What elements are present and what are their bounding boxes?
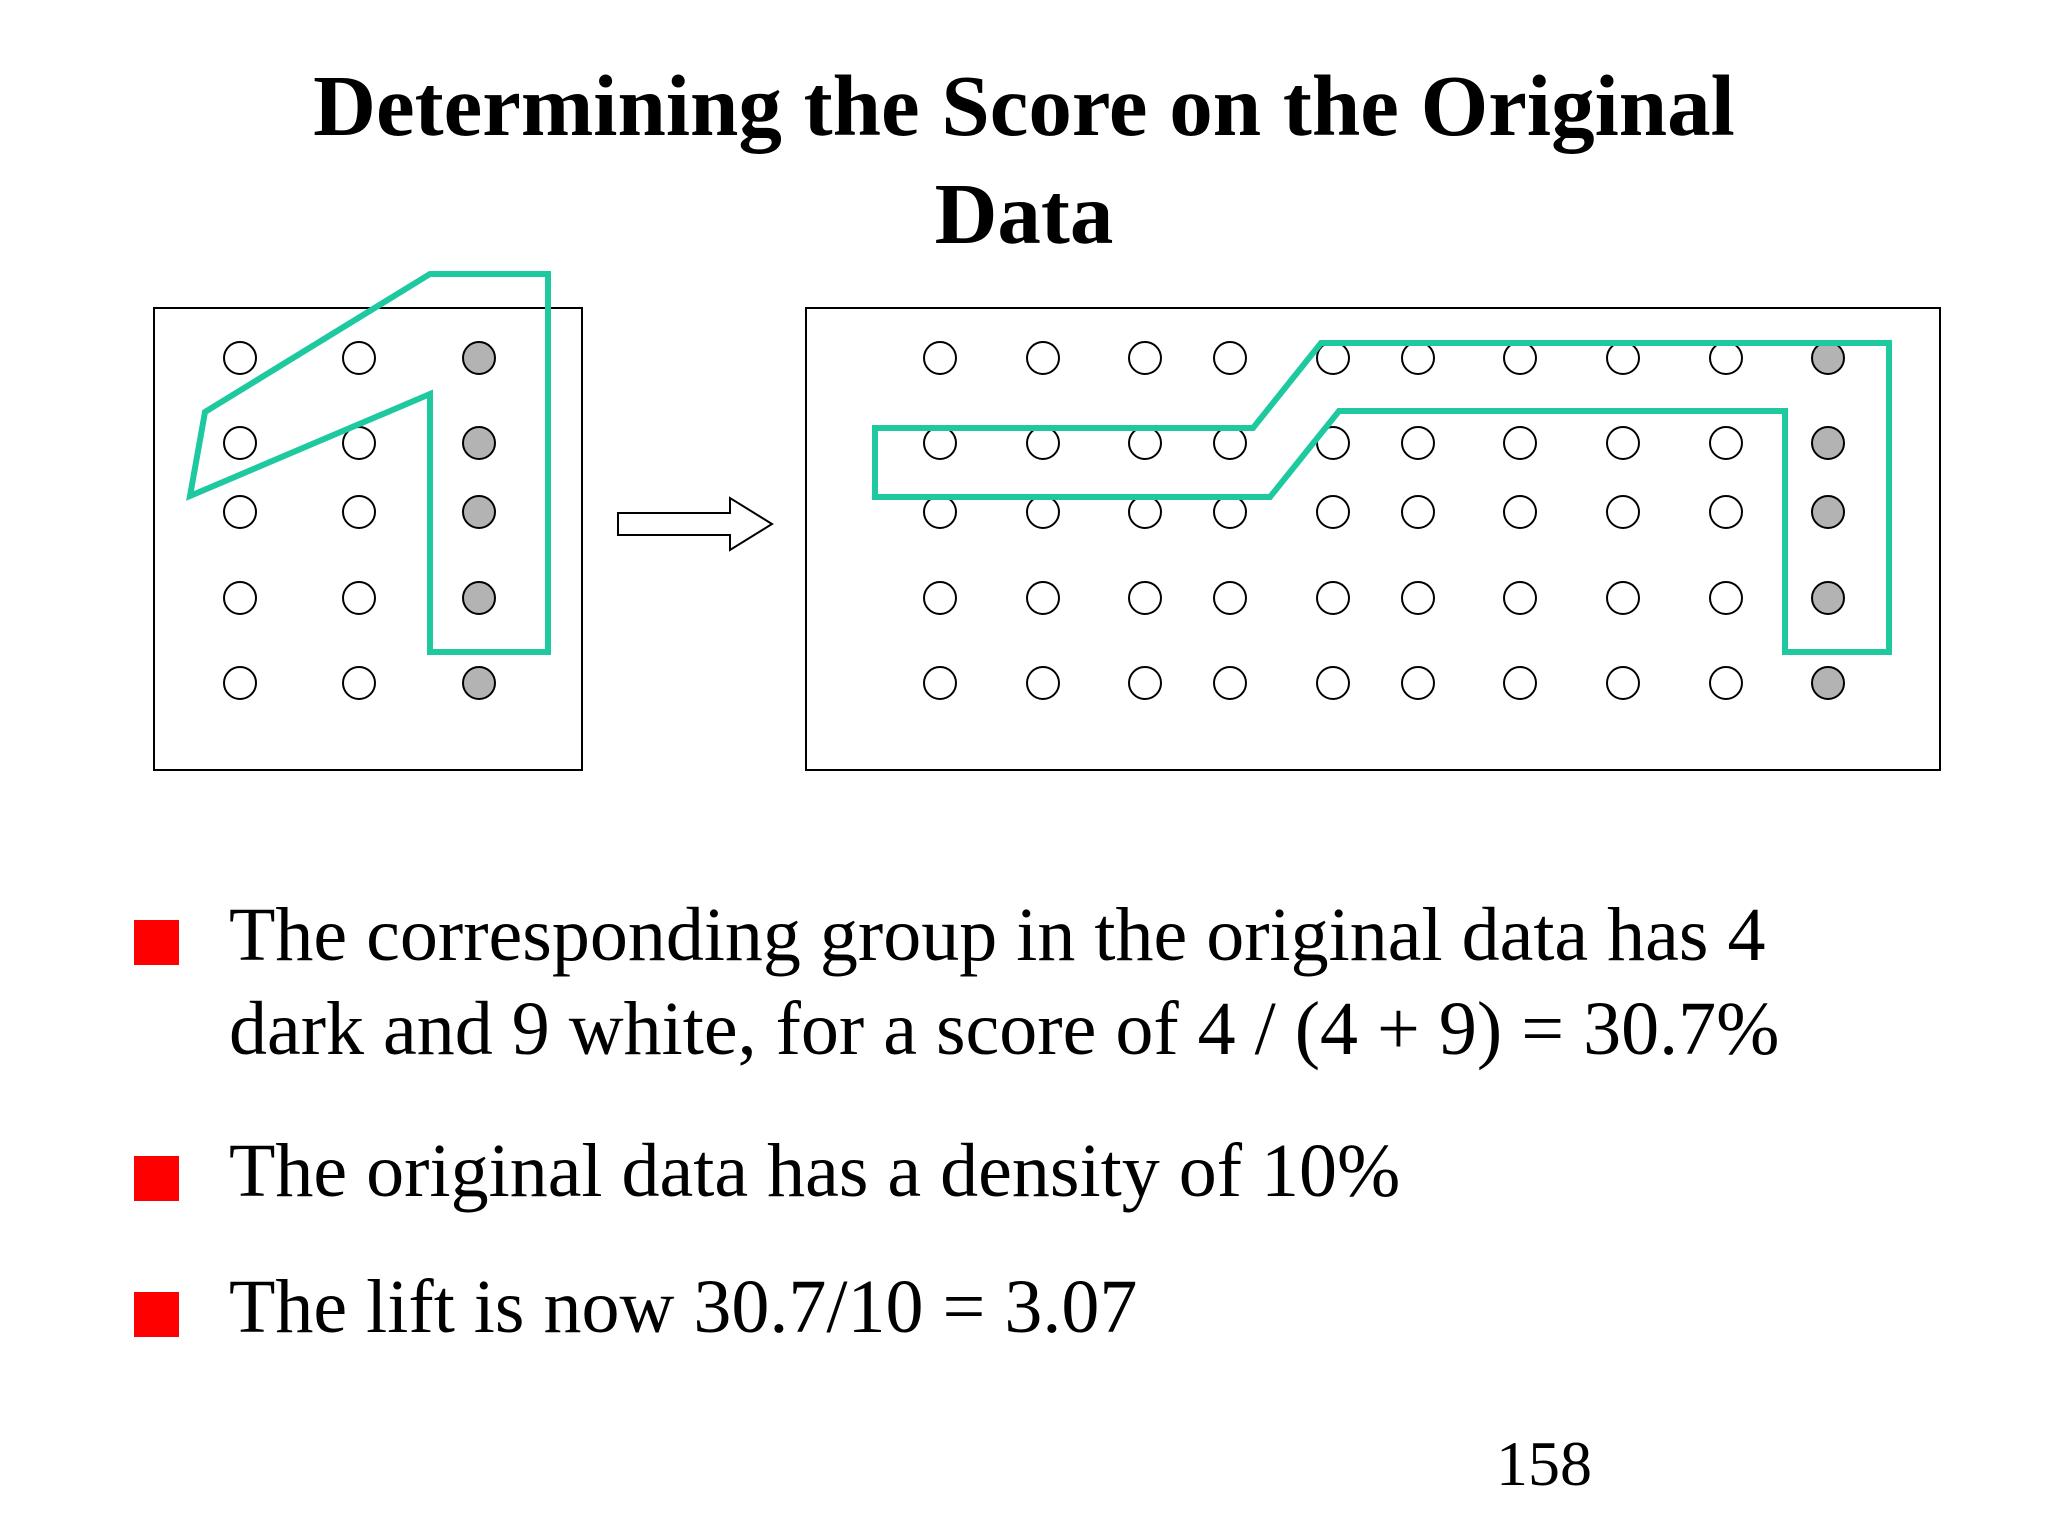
right-white-point (1026, 581, 1060, 615)
left-panel (153, 307, 583, 771)
right-white-point (1213, 341, 1247, 375)
right-white-point (1503, 495, 1537, 529)
left-dark-point (462, 341, 496, 375)
right-white-point (1316, 581, 1350, 615)
left-white-point (223, 341, 257, 375)
left-white-point (223, 495, 257, 529)
slide-title-line-2: Data (934, 165, 1114, 262)
bullet-item: The original data has a density of 10% (132, 1124, 1932, 1218)
bullet-list: The corresponding group in the original … (132, 888, 1932, 1354)
left-white-point (342, 666, 376, 700)
right-white-point (1401, 581, 1435, 615)
right-white-point (1606, 495, 1640, 529)
right-dark-point (1811, 341, 1845, 375)
left-white-point (223, 581, 257, 615)
bullet-text-1-line-1: The corresponding group in the original … (229, 893, 1766, 977)
right-white-point (1401, 426, 1435, 460)
right-white-point (923, 426, 957, 460)
right-panel (805, 307, 1941, 771)
right-white-point (1606, 581, 1640, 615)
right-white-point (1503, 426, 1537, 460)
right-points (923, 341, 1845, 700)
left-white-point (223, 426, 257, 460)
left-dark-point (462, 495, 496, 529)
left-white-point (342, 581, 376, 615)
right-white-point (1401, 495, 1435, 529)
right-white-point (923, 495, 957, 529)
slide-title: Determining the Score on the Original Da… (0, 52, 2048, 268)
right-white-point (1709, 581, 1743, 615)
right-white-point (1709, 341, 1743, 375)
square-bullet-icon (134, 920, 179, 965)
right-white-point (1503, 341, 1537, 375)
right-white-point (1709, 426, 1743, 460)
bullet-item: The lift is now 30.7/10 = 3.07 (132, 1260, 1932, 1354)
right-white-point (1503, 666, 1537, 700)
right-white-point (1709, 495, 1743, 529)
right-white-point (1316, 495, 1350, 529)
right-white-point (1606, 341, 1640, 375)
right-white-point (1213, 666, 1247, 700)
square-bullet-icon (134, 1156, 179, 1201)
bullet-item: The corresponding group in the original … (132, 888, 1932, 1088)
left-white-point (223, 666, 257, 700)
right-white-point (1026, 341, 1060, 375)
left-points (223, 341, 496, 700)
bullet-text-1-line-2: dark and 9 white, for a score of 4 / (4 … (229, 987, 1780, 1071)
right-white-point (1503, 581, 1537, 615)
right-white-point (923, 581, 957, 615)
square-bullet-icon (134, 1292, 179, 1337)
right-white-point (1026, 495, 1060, 529)
right-dark-point (1811, 426, 1845, 460)
left-dark-point (462, 666, 496, 700)
right-white-point (923, 666, 957, 700)
right-white-point (1128, 581, 1162, 615)
right-dark-point (1811, 495, 1845, 529)
right-white-point (1709, 666, 1743, 700)
right-white-point (1401, 666, 1435, 700)
right-white-point (1606, 666, 1640, 700)
right-dark-point (1811, 666, 1845, 700)
right-white-point (1213, 581, 1247, 615)
right-group-outline (872, 340, 1892, 655)
right-white-point (1401, 341, 1435, 375)
left-white-point (342, 495, 376, 529)
right-white-point (1026, 666, 1060, 700)
page-number: 158 (1496, 1428, 1592, 1499)
left-dark-point (462, 581, 496, 615)
right-dark-point (1811, 581, 1845, 615)
right-white-point (1606, 426, 1640, 460)
right-white-point (1213, 495, 1247, 529)
right-white-point (1128, 495, 1162, 529)
right-white-point (1128, 341, 1162, 375)
left-dark-point (462, 426, 496, 460)
bullet-text-3: The lift is now 30.7/10 = 3.07 (229, 1265, 1138, 1349)
arrow (617, 496, 774, 552)
right-white-point (1026, 426, 1060, 460)
left-group-outline (186, 271, 551, 655)
right-white-point (923, 341, 957, 375)
left-white-point (342, 341, 376, 375)
right-white-point (1316, 666, 1350, 700)
right-white-point (1213, 426, 1247, 460)
right-white-point (1128, 426, 1162, 460)
slide-title-line-1: Determining the Score on the Original (313, 57, 1735, 154)
right-white-point (1128, 666, 1162, 700)
bullet-text-2: The original data has a density of 10% (229, 1129, 1401, 1213)
